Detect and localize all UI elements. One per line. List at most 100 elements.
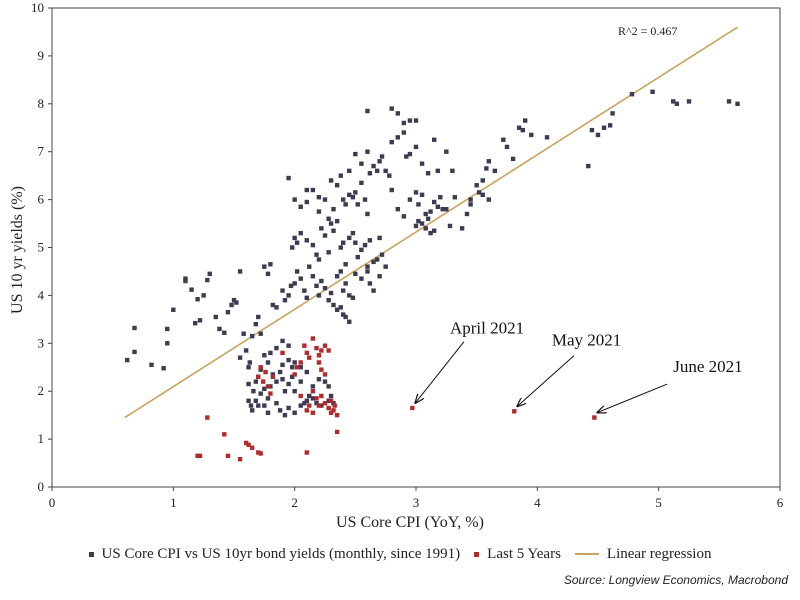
point-since-1991	[310, 242, 316, 248]
point-since-1991	[468, 202, 473, 207]
point-since-1991	[334, 274, 340, 279]
point-since-1991	[686, 99, 692, 104]
point-since-1991	[476, 190, 482, 195]
point-since-1991	[416, 202, 421, 207]
point-since-1991	[237, 355, 243, 360]
point-since-1991	[268, 384, 273, 389]
point-since-1991	[241, 331, 246, 336]
point-since-1991	[132, 325, 137, 331]
point-since-1991	[347, 319, 352, 324]
y-axis-title: US 10 yr yields (%)	[9, 186, 26, 314]
point-since-1991	[274, 305, 279, 310]
point-since-1991	[286, 175, 291, 181]
point-since-1991	[395, 111, 400, 116]
point-since-1991	[328, 221, 334, 226]
point-since-1991	[298, 204, 303, 209]
point-since-1991	[302, 288, 307, 293]
point-last-5-years	[292, 372, 297, 377]
point-since-1991	[341, 312, 346, 317]
point-last-5-years	[334, 412, 340, 418]
point-last-5-years	[322, 343, 328, 348]
point-since-1991	[319, 226, 324, 231]
source-note: Source: Longview Economics, Macrobond	[563, 573, 788, 587]
point-since-1991	[183, 278, 188, 284]
point-since-1991	[290, 374, 295, 380]
point-since-1991	[319, 403, 324, 408]
point-last-5-years	[225, 453, 231, 459]
point-since-1991	[401, 214, 407, 219]
point-last-5-years	[302, 343, 307, 348]
point-since-1991	[265, 360, 271, 365]
point-since-1991	[229, 302, 234, 308]
point-since-1991	[326, 384, 331, 389]
point-since-1991	[377, 274, 382, 279]
point-since-1991	[610, 111, 615, 116]
point-since-1991	[432, 228, 437, 233]
point-since-1991	[322, 233, 328, 238]
point-since-1991	[347, 293, 352, 298]
point-since-1991	[334, 307, 340, 312]
point-since-1991	[234, 300, 239, 305]
point-since-1991	[374, 168, 380, 174]
point-since-1991	[407, 197, 413, 202]
point-since-1991	[298, 403, 303, 408]
point-since-1991	[334, 218, 340, 224]
point-since-1991	[353, 151, 358, 157]
point-since-1991	[207, 271, 212, 277]
point-since-1991	[468, 197, 473, 202]
point-since-1991	[262, 386, 267, 392]
point-since-1991	[265, 410, 271, 415]
point-since-1991	[428, 209, 433, 214]
point-last-5-years	[243, 440, 249, 446]
point-since-1991	[347, 192, 352, 198]
annotation-arrow	[517, 355, 575, 407]
point-since-1991	[250, 333, 255, 339]
point-since-1991	[270, 302, 276, 308]
point-since-1991	[428, 230, 433, 236]
point-since-1991	[520, 127, 525, 133]
point-since-1991	[423, 226, 428, 231]
point-since-1991	[280, 338, 285, 344]
point-last-5-years	[319, 367, 324, 372]
point-since-1991	[280, 362, 285, 368]
point-since-1991	[353, 190, 358, 195]
point-since-1991	[371, 288, 376, 293]
point-since-1991	[314, 400, 319, 406]
point-last-5-years	[331, 408, 336, 413]
point-since-1991	[326, 297, 331, 303]
point-since-1991	[374, 257, 380, 262]
point-last-5-years	[328, 410, 334, 415]
scatter-chart: 0 1 2 3 4 5 6 0 1 2 3 4 5 6 7 8 9 10 April 2021 May 2021 Ju…	[9, 0, 784, 531]
point-since-1991	[280, 288, 285, 293]
point-last-5-years	[195, 453, 200, 459]
point-since-1991	[586, 163, 591, 169]
point-since-1991	[248, 403, 254, 408]
point-since-1991	[365, 211, 370, 217]
point-since-1991	[464, 211, 470, 217]
point-since-1991	[298, 379, 303, 384]
point-since-1991	[338, 173, 343, 178]
point-since-1991	[262, 353, 267, 358]
point-since-1991	[274, 379, 279, 384]
point-since-1991	[486, 197, 491, 202]
point-last-5-years	[298, 393, 303, 399]
point-last-5-years	[263, 369, 268, 375]
legend-item-regression: Linear regression	[574, 546, 711, 563]
point-since-1991	[292, 389, 297, 394]
point-since-1991	[407, 151, 413, 157]
point-since-1991	[307, 264, 312, 269]
point-since-1991	[365, 269, 370, 274]
point-since-1991	[425, 216, 431, 221]
point-since-1991	[353, 271, 358, 277]
point-since-1991	[310, 396, 316, 401]
point-last-5-years	[246, 442, 251, 448]
point-since-1991	[607, 123, 613, 128]
y-tick-label: 0	[38, 479, 45, 494]
point-since-1991	[292, 235, 297, 241]
point-since-1991	[314, 252, 319, 257]
y-tick-label: 5	[38, 240, 45, 255]
point-since-1991	[286, 405, 291, 411]
point-since-1991	[735, 101, 740, 106]
point-last-5-years	[326, 405, 331, 411]
legend-label-all: US Core CPI vs US 10yr bond yields (mont…	[101, 545, 461, 562]
